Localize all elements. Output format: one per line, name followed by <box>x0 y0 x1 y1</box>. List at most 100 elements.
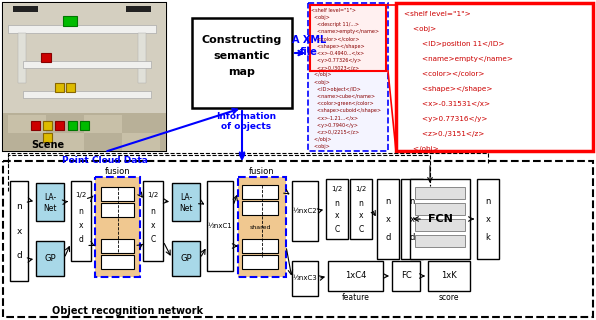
Text: 1/2: 1/2 <box>331 186 343 192</box>
Text: 1xK: 1xK <box>441 271 457 281</box>
Text: C: C <box>334 225 340 234</box>
Text: GP: GP <box>44 254 56 263</box>
Text: d: d <box>16 252 22 260</box>
Bar <box>477 179 499 259</box>
Text: <z>0./2215</z>: <z>0./2215</z> <box>311 130 359 135</box>
Text: n: n <box>79 206 83 215</box>
Bar <box>43 133 52 142</box>
Text: n: n <box>16 202 22 211</box>
Bar <box>36 183 64 221</box>
Text: <x>-1.21...</x>: <x>-1.21...</x> <box>311 116 358 121</box>
Text: C: C <box>358 225 364 234</box>
Text: map: map <box>228 67 256 77</box>
Bar <box>3 113 166 151</box>
Text: </obj>: </obj> <box>404 146 439 152</box>
Text: </obj>: </obj> <box>311 137 331 142</box>
Bar <box>43 121 52 130</box>
Bar <box>192 18 292 108</box>
Bar <box>8 115 46 133</box>
Text: Scene: Scene <box>31 140 64 150</box>
Text: <ID>object</ID>: <ID>object</ID> <box>311 87 361 92</box>
Bar <box>3 3 166 151</box>
Bar <box>10 181 28 281</box>
Text: LA-: LA- <box>180 193 192 202</box>
Text: n: n <box>359 198 364 207</box>
Text: n: n <box>334 198 340 207</box>
Text: 1xC4: 1xC4 <box>345 271 366 281</box>
Text: x: x <box>386 214 390 223</box>
Text: shared: shared <box>249 225 271 229</box>
Text: <shape></shape>: <shape></shape> <box>311 44 365 49</box>
Text: ½nxC3: ½nxC3 <box>293 276 318 282</box>
Bar <box>3 161 593 317</box>
Bar <box>415 187 465 199</box>
Bar <box>95 177 140 277</box>
Text: x: x <box>16 227 21 236</box>
Text: <name>empty</name>: <name>empty</name> <box>311 29 379 34</box>
Text: <z>0./3023</z>: <z>0./3023</z> <box>311 65 359 70</box>
Bar <box>31 121 40 130</box>
Text: Object recognition network: Object recognition network <box>52 306 203 316</box>
Text: semantic: semantic <box>214 51 271 61</box>
Text: file: file <box>300 47 318 57</box>
Bar <box>415 203 465 215</box>
Text: x: x <box>409 214 414 223</box>
Bar <box>8 25 156 33</box>
Text: x: x <box>486 214 491 223</box>
Bar <box>326 179 348 239</box>
Bar <box>415 235 465 247</box>
Bar <box>46 133 84 151</box>
Bar <box>242 201 278 215</box>
Bar <box>71 181 91 261</box>
Text: <ID>position 11</ID>: <ID>position 11</ID> <box>404 41 504 47</box>
Bar <box>328 261 383 291</box>
Text: <y>0.7940</y>: <y>0.7940</y> <box>311 123 358 128</box>
Text: 1/2: 1/2 <box>355 186 367 192</box>
Text: k: k <box>486 233 491 242</box>
Bar <box>143 181 163 261</box>
Text: <shelf level="1">: <shelf level="1"> <box>311 7 356 12</box>
Text: <color></color>: <color></color> <box>404 71 485 77</box>
Text: score: score <box>439 293 460 302</box>
Bar <box>428 261 470 291</box>
Bar <box>63 16 77 26</box>
Bar <box>84 115 122 133</box>
Bar <box>172 241 200 276</box>
Bar <box>242 185 278 199</box>
Bar <box>122 133 160 151</box>
Text: <name>cube</name>: <name>cube</name> <box>311 94 375 99</box>
Bar <box>392 261 420 291</box>
Text: <descript 11/...>: <descript 11/...> <box>311 22 359 27</box>
Bar <box>238 177 286 277</box>
Text: x: x <box>79 220 83 229</box>
Bar <box>41 53 51 62</box>
Bar <box>292 181 318 241</box>
Bar <box>66 83 75 92</box>
Text: 1/2: 1/2 <box>75 192 86 198</box>
Text: <obj>: <obj> <box>311 79 330 84</box>
Text: d: d <box>385 233 391 242</box>
Text: d: d <box>409 233 415 242</box>
Text: GP: GP <box>180 254 192 263</box>
Text: FCN: FCN <box>427 214 452 224</box>
Bar <box>18 33 26 83</box>
Bar <box>310 5 386 71</box>
Text: <shape>cuboid</shape>: <shape>cuboid</shape> <box>311 108 381 113</box>
Text: n: n <box>409 196 415 205</box>
Text: Net: Net <box>44 204 57 212</box>
Text: <y>0.77326</y>: <y>0.77326</y> <box>311 58 361 63</box>
Bar <box>55 121 64 130</box>
Text: <name>empty</name>: <name>empty</name> <box>404 56 513 62</box>
Bar <box>415 219 465 231</box>
Text: <x>-0.4940...</x>: <x>-0.4940...</x> <box>311 51 364 56</box>
Bar <box>80 121 89 130</box>
Text: 1/2: 1/2 <box>147 192 159 198</box>
Text: Point Cloud Data: Point Cloud Data <box>61 156 147 164</box>
Text: <shape></shape>: <shape></shape> <box>404 86 492 92</box>
Bar <box>410 179 470 259</box>
Text: Information: Information <box>216 111 276 121</box>
Text: C: C <box>150 235 156 244</box>
Text: x: x <box>151 220 155 229</box>
Text: <color></color>: <color></color> <box>311 36 359 41</box>
Bar <box>101 187 134 201</box>
